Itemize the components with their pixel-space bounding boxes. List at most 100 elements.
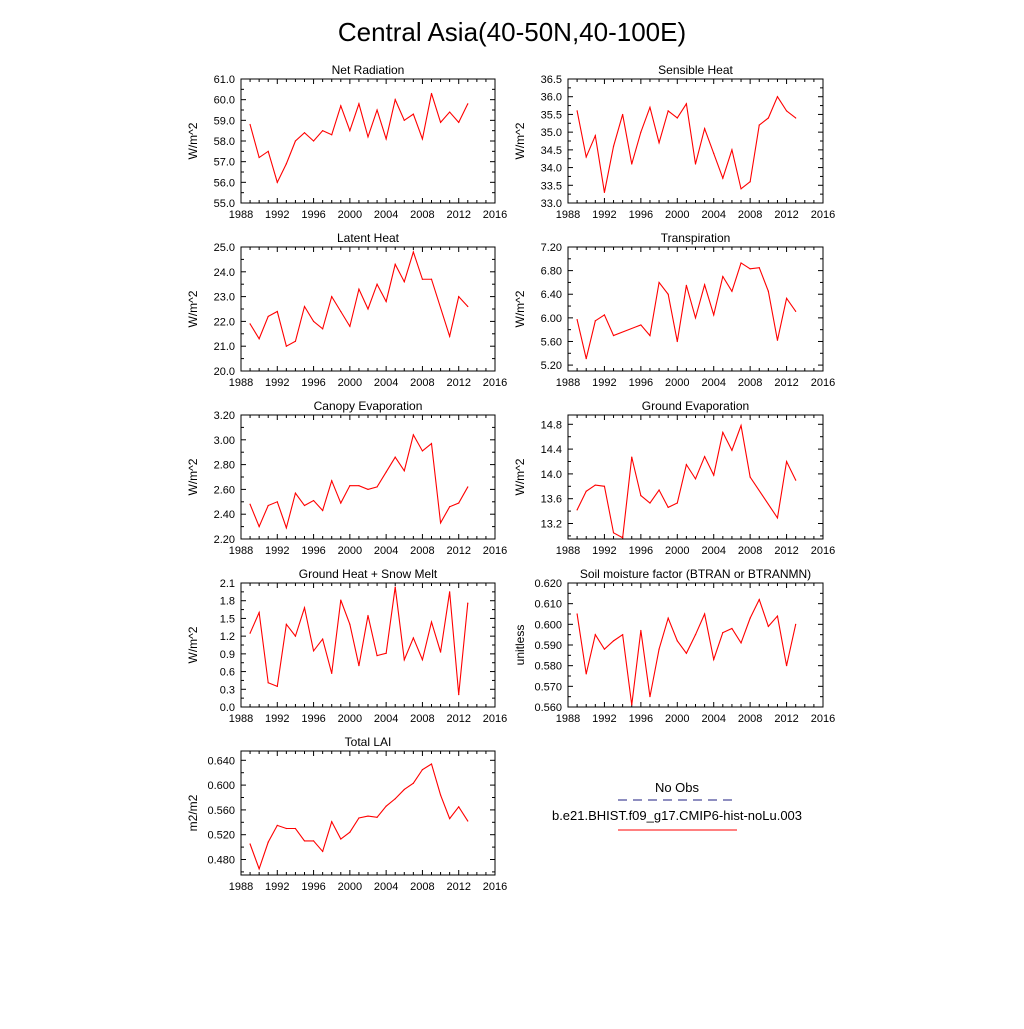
- data-point: [367, 308, 369, 310]
- x-tick-label: 2016: [483, 713, 507, 725]
- data-point: [258, 868, 260, 870]
- data-point: [421, 278, 424, 280]
- data-point: [740, 642, 742, 644]
- data-point: [331, 821, 333, 823]
- data-point: [340, 599, 342, 601]
- x-tick-label: 2012: [774, 713, 798, 725]
- data-point: [658, 648, 660, 650]
- series-line: [249, 93, 469, 184]
- x-tick-label: 2016: [483, 209, 507, 221]
- plot-frame: [240, 78, 496, 204]
- x-tick-label: 1988: [556, 377, 580, 389]
- data-point: [676, 502, 678, 504]
- data-point: [303, 305, 306, 308]
- data-point: [713, 474, 715, 476]
- y-tick-label: 5.20: [541, 360, 562, 372]
- y-tick-label: 36.0: [541, 92, 562, 104]
- x-tick-label: 1992: [592, 713, 616, 725]
- y-tick-label: 0.590: [534, 640, 562, 652]
- x-tick-label: 1988: [229, 209, 253, 221]
- panel-ground-heat-snow-melt: Ground Heat + Snow Melt W/m^2 1988 1992 1996…: [186, 567, 507, 725]
- data-point: [585, 673, 587, 675]
- data-point: [276, 501, 278, 503]
- x-tick-label: 1988: [556, 209, 580, 221]
- x-tick-label: 2000: [665, 545, 689, 557]
- data-point: [403, 281, 405, 283]
- data-point: [258, 156, 260, 159]
- data-point: [294, 340, 297, 342]
- x-tick-label: 2008: [738, 377, 762, 389]
- x-tick-label: 2000: [665, 713, 689, 725]
- panel-latent-heat: Latent Heat W/m^2 1988 1992 1996 2000 2004 2008…: [186, 231, 507, 389]
- data-point: [303, 840, 306, 842]
- data-point: [576, 319, 578, 321]
- y-tick-label: 2.20: [214, 534, 235, 546]
- y-tick-label: 34.0: [541, 163, 562, 175]
- y-tick-label: 56.0: [214, 177, 235, 189]
- data-point: [285, 527, 287, 529]
- data-point: [421, 138, 424, 140]
- data-point: [640, 324, 642, 326]
- data-point: [430, 278, 433, 280]
- legend: No Obs b.e21.BHIST.f09_g17.CMIP6-hist-noL…: [552, 780, 802, 831]
- x-tick-label: 2000: [338, 377, 362, 389]
- data-point: [439, 651, 442, 653]
- x-tick-label: 1992: [265, 545, 289, 557]
- y-tick-label: 33.5: [541, 180, 562, 192]
- y-tick-label: 0.520: [207, 830, 235, 842]
- x-tick-label: 2000: [338, 545, 362, 557]
- y-tick-label: 34.5: [541, 145, 562, 157]
- data-point: [394, 99, 396, 101]
- x-tick-label: 2008: [410, 377, 434, 389]
- data-point: [376, 486, 378, 488]
- data-point: [467, 602, 469, 604]
- data-point: [649, 334, 651, 337]
- x-tick-label: 1992: [265, 713, 289, 725]
- data-point: [312, 140, 315, 142]
- data-point: [776, 339, 779, 341]
- data-point: [340, 310, 342, 313]
- panel-sensible-heat: Sensible Heat W/m^2 1988 1992 1996 2000 2004 20…: [513, 63, 835, 221]
- data-point: [612, 334, 615, 337]
- data-point: [667, 617, 669, 619]
- y-tick-label: 0.620: [534, 578, 562, 590]
- data-point: [322, 130, 324, 132]
- x-tick-label: 2012: [446, 209, 470, 221]
- data-point: [367, 815, 369, 817]
- data-point: [294, 492, 297, 494]
- data-point: [722, 177, 724, 179]
- x-tick-label: 2016: [483, 377, 507, 389]
- data-point: [612, 532, 615, 534]
- data-point: [430, 442, 433, 445]
- data-point: [767, 290, 769, 292]
- panel-title: Soil moisture factor (BTRAN or BTRANMN): [580, 567, 811, 581]
- series-line: [249, 587, 469, 695]
- x-tick-label: 1996: [629, 377, 653, 389]
- data-point: [322, 509, 324, 512]
- x-tick-label: 2012: [774, 377, 798, 389]
- data-point: [276, 824, 278, 827]
- x-tick-label: 2004: [701, 545, 725, 557]
- data-point: [676, 340, 678, 343]
- data-point: [294, 827, 297, 830]
- data-point: [449, 506, 451, 508]
- y-tick-label: 3.20: [214, 410, 235, 422]
- y-axis-label: W/m^2: [513, 458, 527, 495]
- x-tick-label: 1992: [265, 377, 289, 389]
- data-point: [449, 335, 451, 337]
- data-point: [585, 156, 587, 158]
- data-point: [358, 485, 360, 487]
- data-point: [713, 152, 715, 154]
- data-point: [603, 191, 606, 193]
- data-point: [467, 103, 469, 105]
- y-tick-label: 36.5: [541, 74, 562, 86]
- data-point: [776, 615, 779, 617]
- data-point: [631, 704, 633, 706]
- data-point: [430, 763, 433, 765]
- x-tick-label: 1996: [629, 209, 653, 221]
- data-point: [349, 831, 351, 833]
- data-point: [276, 181, 278, 183]
- y-tick-label: 2.1: [220, 578, 235, 590]
- y-tick-label: 5.60: [541, 336, 562, 348]
- data-point: [785, 665, 788, 667]
